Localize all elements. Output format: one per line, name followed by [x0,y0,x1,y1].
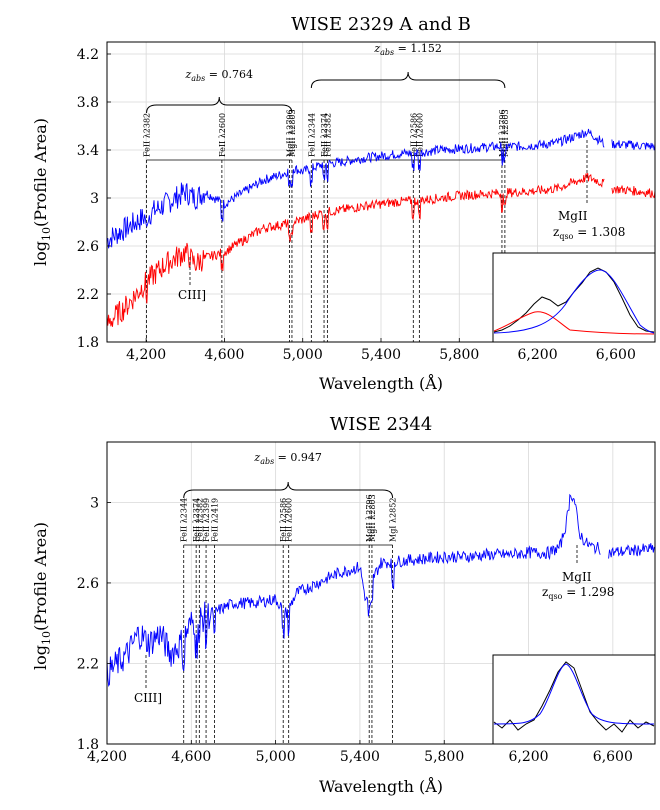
x-tick-label: 4,600 [204,347,244,363]
x-axis-label-2: Wavelength (Å) [319,776,443,796]
x-axis-label: Wavelength (Å) [319,373,443,393]
absorption-line-label: FeII λ2382 [143,113,152,157]
absorption-line-label: FeII λ2419 [210,498,219,542]
absorption-line-label: FeII λ2382 [323,113,332,157]
x-tick-label: 5,000 [256,749,296,765]
absorption-line-label: FeII λ2374 [320,113,329,157]
absorption-line-label: FeII λ2344 [307,113,316,157]
x-tick-label: 5,800 [439,347,479,363]
series-tail-0 [608,543,656,559]
x-tick-label: 5,400 [340,749,380,765]
series-line-0 [106,128,605,249]
x-tick-label: 5,800 [424,749,464,765]
annotation-zqso: zqso = 1.308 [553,225,625,241]
absorption-line-label: MgII λ2796 [365,494,374,542]
y-axis-label: log10(Profile Area) [31,118,53,266]
annotation-ciii-2: CIII] [134,691,162,705]
y-tick-label: 2.6 [77,576,99,592]
absorption-line-label: FeII λ2600 [218,113,227,157]
absorber-brace [183,481,394,499]
inset-fit-2 [493,663,655,725]
grid [107,42,655,343]
y-tick-label: 1.8 [77,335,99,351]
x-ticks: 4,200 4,600 5,000 5,400 5,800 6,200 6,600 [87,740,633,765]
absorber-brace [146,96,293,114]
inset-plot-2 [492,654,656,745]
x-ticks: 4,200 4,600 5,000 5,400 5,800 6,200 6,600 [126,338,636,363]
absorption-line-label: FeII λ2399 [202,498,211,542]
series-tail-0 [611,139,656,151]
chart-panel-top: WISE 2329 A and B FeII λ2382 FeII λ2600 Mg… [31,14,656,393]
series-group [106,493,656,688]
y-tick-label: 1.8 [77,737,99,753]
inset-blue-fit [493,269,655,334]
y-tick-label: 2.2 [77,656,99,672]
absorption-line-label: MgII λ2803 [368,494,377,542]
series-tail-1 [611,185,656,199]
y-tick-label: 3.8 [77,95,99,111]
y-tick-label: 2.6 [77,239,99,255]
absorption-line-label: FeII λ2586 [409,113,418,157]
inset-frame-2 [492,654,656,745]
annotation-zqso-2: zqso = 1.298 [542,585,614,601]
absorption-line-label: MgII λ2803 [501,109,510,157]
y-tick-label: 3 [90,191,99,207]
x-tick-label: 4,200 [87,749,127,765]
x-tick-label: 6,200 [508,749,548,765]
y-tick-label: 4.2 [77,47,99,63]
absorber-z-label: zabs = 0.764 [184,68,253,83]
x-tick-label: 5,400 [361,347,401,363]
y-ticks: 1.8 2.2 2.6 3 [77,495,111,753]
absorption-line-label: MgII λ2796 [498,109,507,157]
y-tick-label: 3 [90,495,99,511]
annotation-mgii: MgII [558,209,588,223]
x-tick-label: 6,600 [596,347,636,363]
chart-title-2: WISE 2344 [330,414,433,435]
x-tick-label: 6,600 [593,749,633,765]
chart-title: WISE 2329 A and B [291,14,471,35]
y-ticks: 1.8 2.2 2.6 3 3.4 3.8 4.2 [77,47,111,351]
absorption-line-label: FeII λ2374 [192,498,201,542]
y-axis-label-2: log10(Profile Area) [31,522,53,670]
absorber-z-label: zabs = 1.152 [373,42,442,57]
inset-red-component [493,311,655,335]
y-tick-label: 3.4 [77,143,99,159]
absorption-line-label: MgI λ2852 [389,498,398,542]
absorber-z-label: zabs = 0.947 [253,451,322,466]
absorption-line-label: FeII λ2600 [285,498,294,542]
absorption-line-label: FeII λ2344 [180,498,189,542]
plot-frame-2 [106,441,656,745]
x-tick-label: 5,000 [283,347,323,363]
inset-frame [492,252,656,343]
x-tick-label: 4,200 [126,347,166,363]
absorber-brace [310,71,506,89]
x-tick-label: 6,200 [518,347,558,363]
absorption-line-label: FeII λ2600 [415,113,424,157]
x-tick-label: 4,600 [171,749,211,765]
absorption-line-label: MgII λ2803 [288,109,297,157]
absorption-line-label: MgII λ2796 [285,109,294,157]
y-tick-label: 2.2 [77,287,99,303]
annotation-mgii-2: MgII [562,570,592,584]
series-line-0 [106,493,601,688]
annotation-ciii: CIII] [178,288,206,302]
absorption-line-label: FeII λ2586 [279,498,288,542]
inset-plot [492,252,656,343]
absorption-line-label: FeII λ2382 [195,498,204,542]
